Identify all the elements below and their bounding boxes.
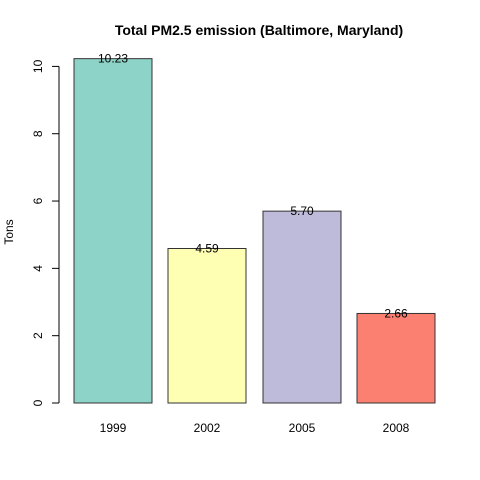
- category-labels-group: 1999 2002 2005 2008: [100, 421, 410, 435]
- x-tick-label-2002: 2002: [194, 421, 221, 435]
- value-label-2002: 4.59: [195, 242, 219, 256]
- x-tick-label-2008: 2008: [383, 421, 410, 435]
- y-tick-label: 4: [31, 265, 45, 272]
- x-tick-label-1999: 1999: [100, 421, 127, 435]
- y-tick-label: 6: [31, 197, 45, 204]
- y-tick-label: 2: [31, 332, 45, 339]
- y-axis-label: Tons: [2, 219, 16, 244]
- y-tick-label: 8: [31, 130, 45, 137]
- y-axis: 0 2 4 6 8 10: [31, 59, 60, 406]
- bar-1999: [73, 58, 153, 404]
- value-label-2005: 5.70: [290, 204, 314, 218]
- bar-2008: [356, 312, 436, 404]
- value-label-2008: 2.66: [384, 306, 408, 320]
- value-labels-group: 10.23 4.59 5.70 2.66: [98, 52, 408, 321]
- y-tick-label: 0: [31, 399, 45, 406]
- y-tick-label: 10: [31, 59, 45, 73]
- bars-group: [73, 58, 436, 404]
- chart-title: Total PM2.5 emission (Baltimore, Marylan…: [115, 22, 403, 38]
- bar-2005: [262, 210, 342, 404]
- bar-2002: [167, 248, 247, 404]
- value-label-1999: 10.23: [98, 52, 128, 66]
- x-tick-label-2005: 2005: [289, 421, 316, 435]
